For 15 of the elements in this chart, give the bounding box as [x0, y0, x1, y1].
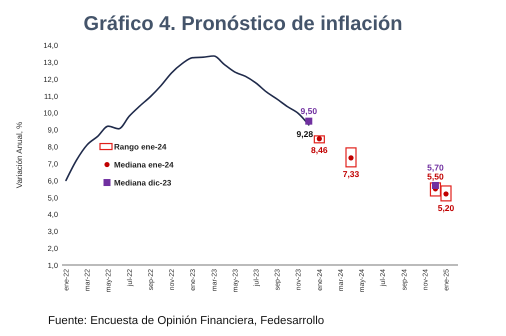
source-note: Fuente: Encuesta de Opinión Financiera, Fedesarrollo [48, 315, 324, 327]
y-axis-title: Variación Anual, % [15, 122, 24, 188]
data-label: 9,28 [296, 128, 314, 139]
data-label: 5,50 [427, 171, 444, 182]
point [432, 182, 439, 189]
point [305, 118, 312, 125]
chart-title: Gráfico 4. Pronóstico de inflación [84, 13, 402, 35]
data-label: 5,70 [427, 162, 444, 172]
data-label: 5,20 [438, 202, 455, 213]
legend-label: Mediana dic-23 [114, 178, 172, 188]
legend-label: Mediana ene-24 [114, 160, 174, 170]
data-label: 7,33 [342, 168, 360, 179]
data-label: 8,46 [311, 144, 328, 155]
legend-label: Rango ene-24 [114, 142, 168, 152]
data-label: 9,50 [300, 106, 318, 116]
